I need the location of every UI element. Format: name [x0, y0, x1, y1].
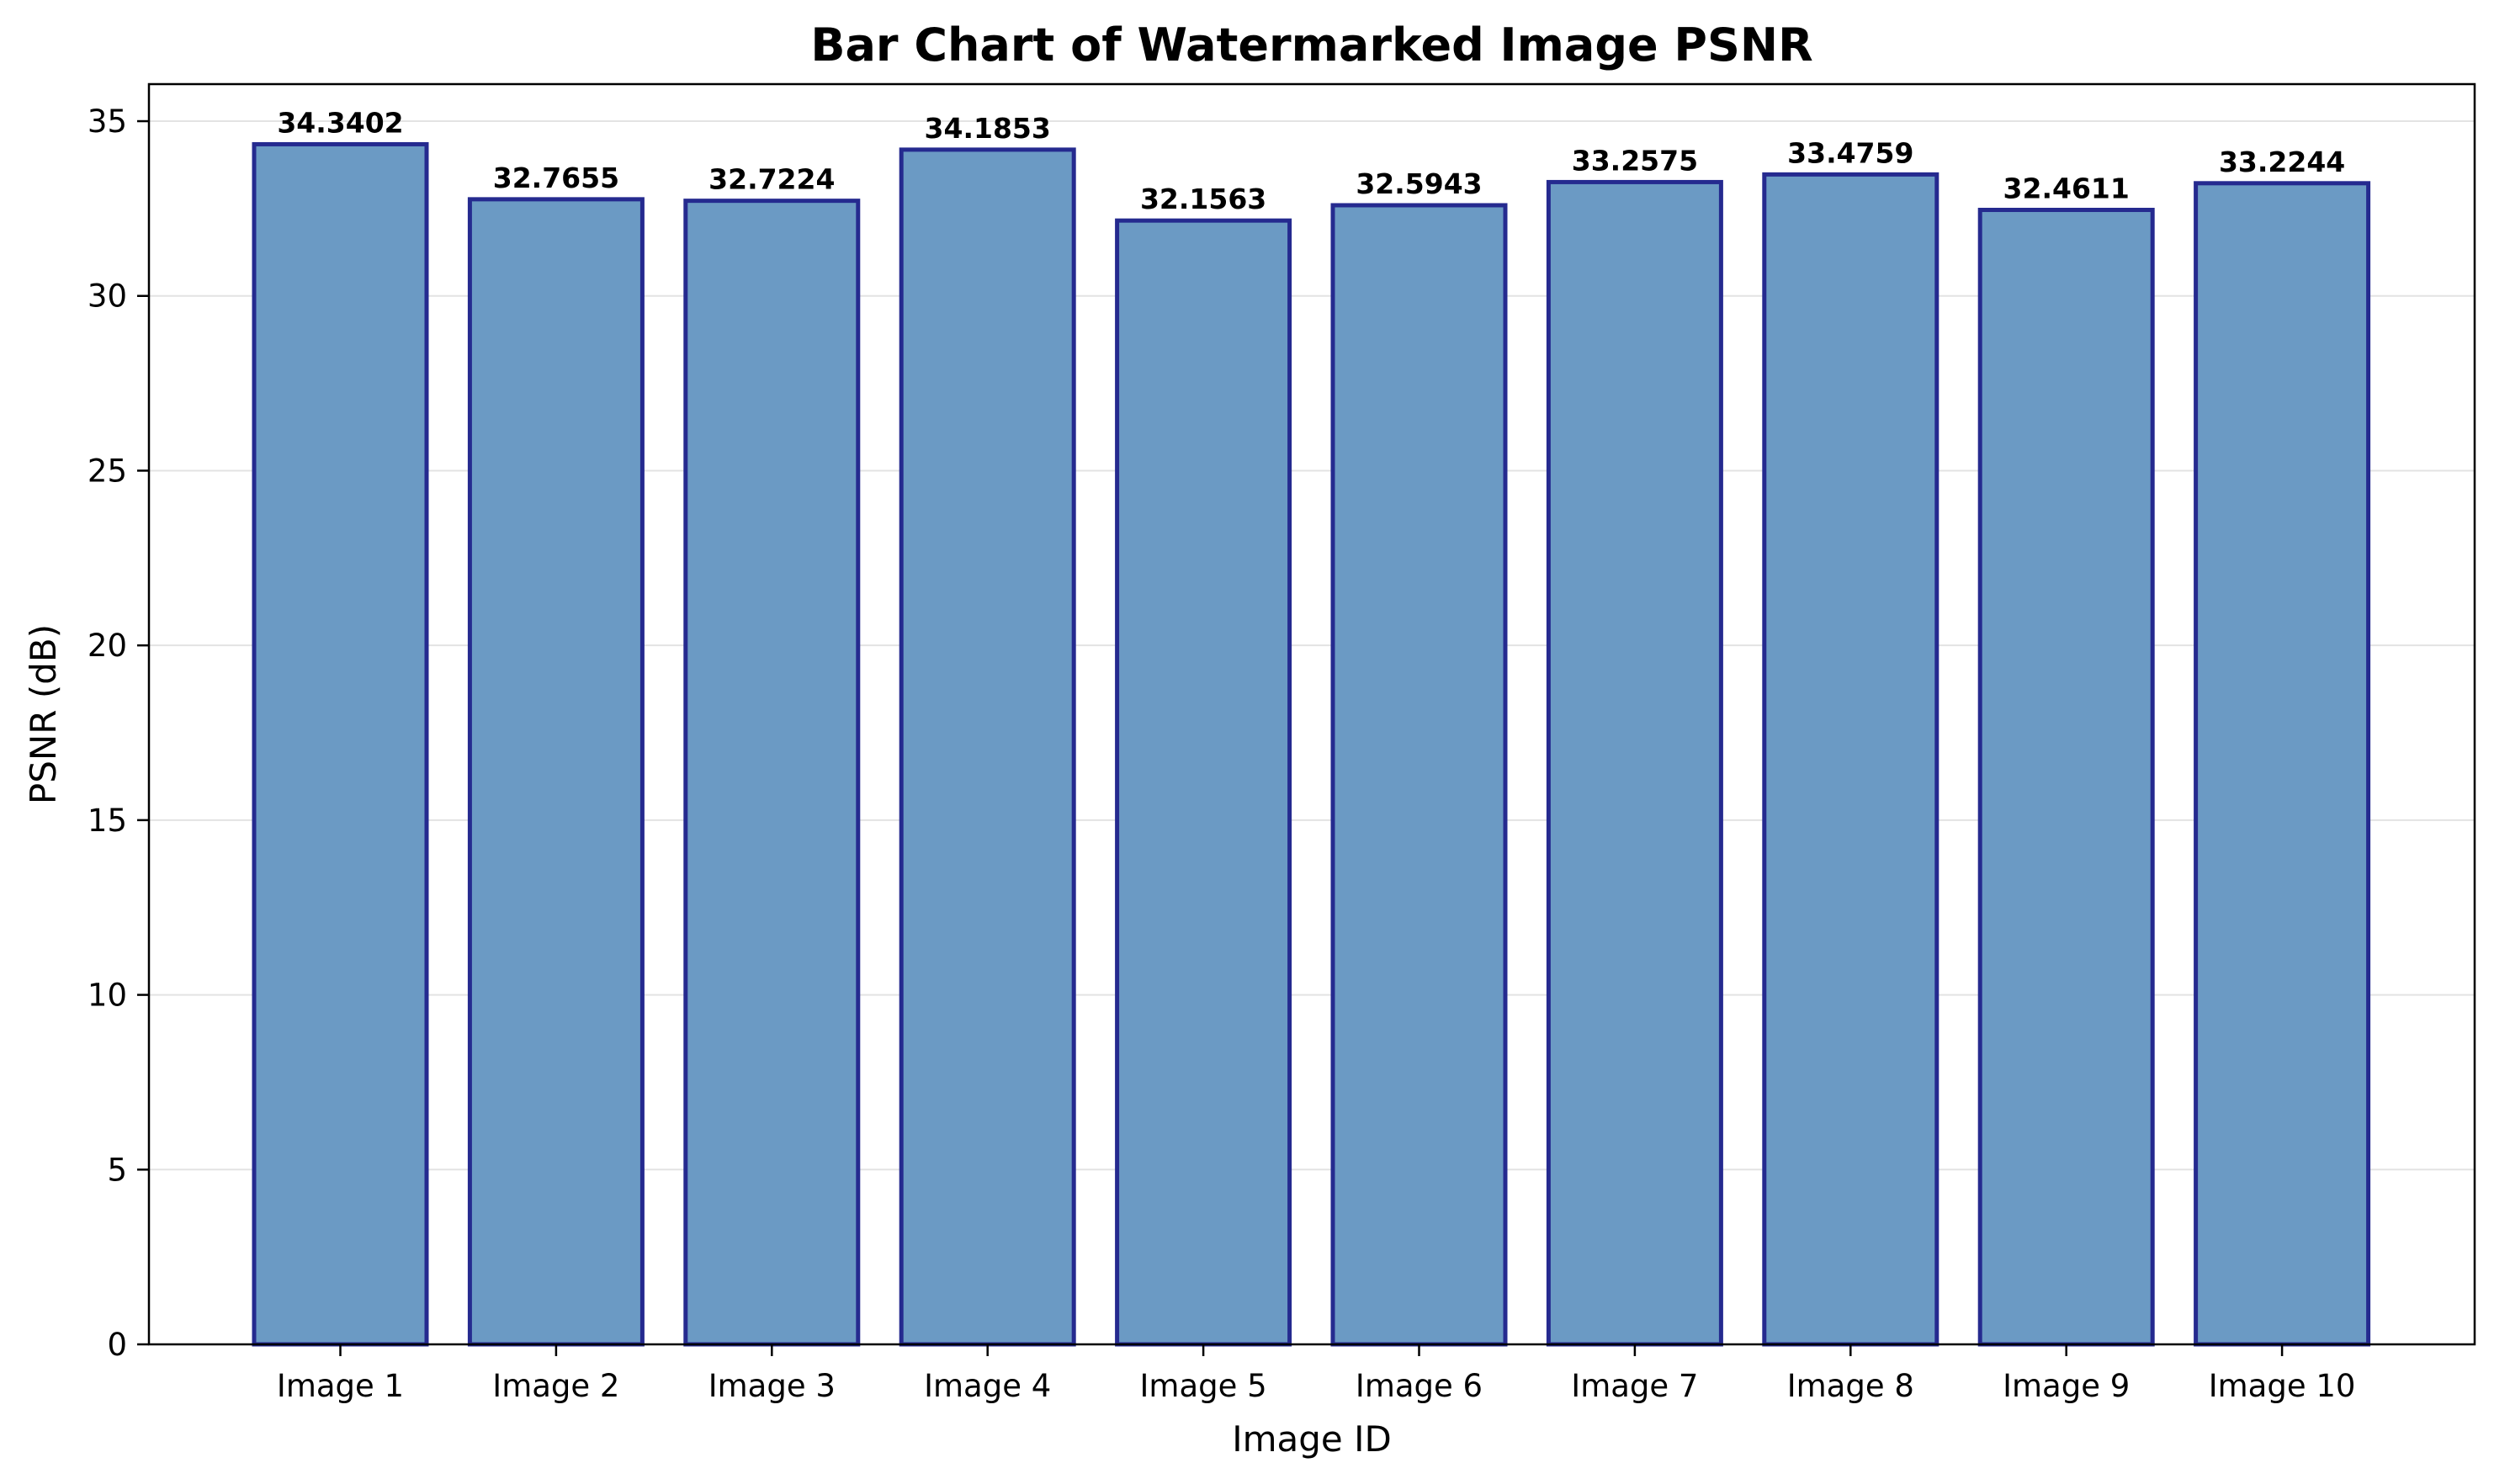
x-axis-label: Image ID	[1232, 1418, 1392, 1460]
bar-value-label: 34.1853	[925, 112, 1051, 145]
chart-title: Bar Chart of Watermarked Image PSNR	[810, 19, 1812, 72]
x-tick-label: Image 1	[277, 1368, 404, 1404]
x-tick-label: Image 9	[2003, 1368, 2130, 1404]
x-tick-label: Image 7	[1571, 1368, 1698, 1404]
bar	[1330, 203, 1508, 1347]
y-tick-label: 35	[88, 103, 127, 140]
bar	[1977, 208, 2155, 1347]
y-tick-label: 25	[88, 453, 127, 489]
plot-frame	[147, 82, 2476, 1346]
x-tick-label: Image 5	[1140, 1368, 1267, 1404]
y-tick-label: 30	[88, 278, 127, 315]
bars	[252, 141, 2371, 1347]
bar-value-label: 33.2575	[1572, 144, 1698, 177]
x-tick-label: Image 8	[1787, 1368, 1914, 1404]
y-tick-label: 10	[88, 978, 127, 1014]
bar-value-label: 32.5943	[1356, 167, 1482, 200]
bar	[899, 147, 1076, 1347]
x-tick-label: Image 6	[1356, 1368, 1483, 1404]
bar	[683, 199, 861, 1347]
bar	[1546, 179, 1723, 1347]
x-tick-label: Image 3	[708, 1368, 836, 1404]
bar	[467, 197, 645, 1347]
x-tick-label: Image 4	[924, 1368, 1051, 1404]
x-axis-ticks: Image 1 Image 2 Image 3 Image 4 Image 5 Image…	[277, 1344, 2356, 1404]
y-tick-label: 5	[107, 1152, 127, 1188]
bar	[2194, 181, 2371, 1347]
data-labels: 34.3402 32.7655 32.7224 34.1853 32.1563 32.59…	[277, 106, 2345, 215]
y-tick-label: 15	[88, 803, 127, 839]
x-tick-label: Image 2	[492, 1368, 619, 1404]
y-tick-label: 0	[107, 1327, 127, 1363]
bar	[1762, 172, 1939, 1347]
y-tick-label: 20	[88, 628, 127, 664]
bar-value-label: 32.7655	[493, 162, 619, 194]
bar	[1115, 218, 1292, 1347]
y-axis-ticks: 0 5 10 15 20 25 30 35	[88, 103, 149, 1363]
bar-value-label: 32.4611	[2003, 172, 2130, 205]
bar-value-label: 34.3402	[277, 106, 403, 139]
bar	[252, 141, 429, 1347]
bar-value-label: 33.2244	[2219, 146, 2345, 178]
y-axis-label: PSNR (dB)	[23, 624, 64, 804]
bar-value-label: 32.1563	[1140, 183, 1266, 215]
bar-value-label: 32.7224	[708, 163, 835, 196]
x-tick-label: Image 10	[2209, 1368, 2356, 1404]
bar-value-label: 33.4759	[1787, 136, 1913, 169]
